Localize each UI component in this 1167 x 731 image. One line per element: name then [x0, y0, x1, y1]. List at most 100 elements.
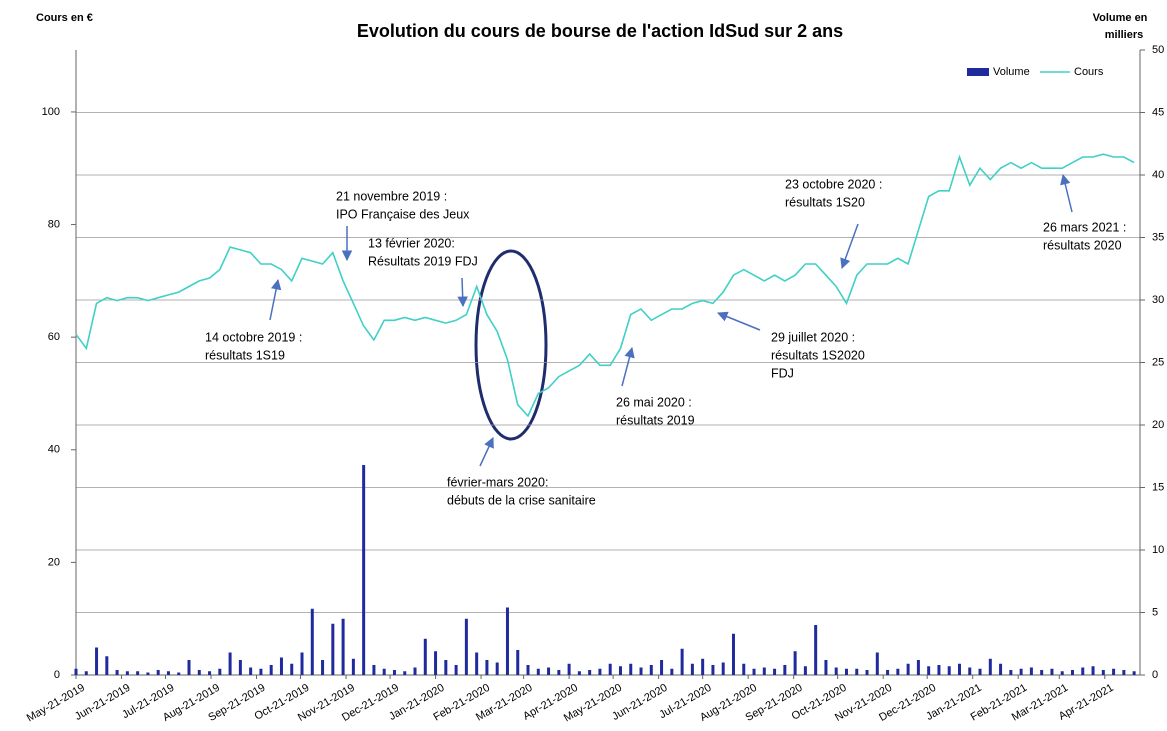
legend-label: Volume [993, 66, 1030, 78]
volume-bar [1029, 667, 1033, 675]
highlight-ellipse [474, 249, 548, 441]
volume-bar [649, 665, 653, 675]
volume-bar [187, 660, 191, 675]
volume-bar [341, 618, 345, 675]
y-tick-label: 80 [48, 218, 60, 230]
chart-title: Evolution du cours de bourse de l'action… [357, 21, 843, 41]
y-tick-label: 40 [48, 444, 60, 456]
annotation: résultats 1S19 [205, 348, 285, 362]
y2-tick-label: 5 [1152, 606, 1158, 618]
volume-bar [968, 667, 972, 675]
volume-bar [680, 648, 684, 675]
volume-bar [454, 665, 458, 675]
volume-bar [269, 665, 273, 675]
y-tick-label: 100 [42, 106, 60, 118]
volume-bar [1009, 670, 1013, 675]
volume-bar [660, 660, 664, 675]
volume-bar [721, 662, 725, 675]
volume-bar [1091, 666, 1095, 675]
annotation-arrow [457, 277, 468, 308]
annotation-arrow [717, 311, 761, 331]
volume-bar [547, 667, 551, 675]
volume-bar [1050, 668, 1054, 675]
volume-bar [577, 671, 581, 675]
annotation: FDJ [771, 366, 794, 380]
volume-bar [557, 670, 561, 675]
volume-bar [937, 665, 941, 675]
volume-bar [166, 671, 170, 675]
volume-bar [567, 663, 571, 675]
volume-bar [526, 665, 530, 675]
volume-bar [413, 667, 417, 675]
annotation: résultats 2019 [616, 413, 695, 427]
volume-bar [742, 663, 746, 675]
volume-bar [608, 663, 612, 675]
volume-bar [762, 667, 766, 675]
volume-bar [978, 668, 982, 675]
volume-bar [629, 663, 633, 675]
volume-bar [464, 618, 468, 675]
annotation: résultats 2020 [1043, 238, 1122, 252]
volume-bar [701, 658, 705, 675]
annotation: 23 octobre 2020 : [785, 177, 882, 191]
annotation: Résultats 2019 FDJ [368, 254, 478, 268]
volume-bar [711, 665, 715, 675]
annotation: 26 mai 2020 : [616, 395, 692, 409]
volume-bar [444, 660, 448, 675]
annotation-arrow [621, 346, 635, 387]
volume-bar [803, 666, 807, 675]
volume-bar [146, 672, 150, 675]
y2-tick-label: 40 [1152, 169, 1164, 181]
volume-bar [362, 465, 366, 675]
annotation: 14 octobre 2019 : [205, 330, 302, 344]
volume-bar [259, 668, 263, 675]
price-line [75, 153, 1135, 418]
volume-bar [197, 670, 201, 675]
volume-bar [731, 633, 735, 675]
volume-bar [1019, 668, 1023, 675]
volume-bar [588, 670, 592, 675]
volume-bar [177, 672, 181, 675]
volume-bar [228, 652, 232, 675]
y-axis-title: Cours en € [36, 12, 93, 24]
annotation: 21 novembre 2019 : [336, 189, 447, 203]
volume-bar [752, 668, 756, 675]
volume-bar [310, 608, 314, 675]
volume-bar [783, 665, 787, 675]
annotation: février-mars 2020: [447, 475, 548, 489]
volume-bar [906, 663, 910, 675]
volume-bar [136, 671, 140, 675]
volume-bar [84, 671, 88, 675]
volume-bar [115, 670, 119, 675]
y-tick-label: 60 [48, 331, 60, 343]
annotation: résultats 1S20 [785, 195, 865, 209]
volume-bar [74, 668, 78, 675]
volume-bar [475, 652, 479, 675]
volume-bar [1132, 671, 1136, 675]
volume-bar [1060, 671, 1064, 675]
annotation-arrow [269, 278, 282, 321]
volume-bar [598, 668, 602, 675]
annotation-arrow [1060, 173, 1073, 213]
volume-bar [639, 667, 643, 675]
volume-bar [988, 658, 992, 675]
volume-bar [403, 671, 407, 675]
volume-bar [927, 666, 931, 675]
volume-bar [495, 662, 499, 675]
volume-bar [814, 625, 818, 675]
volume-bar [95, 647, 99, 675]
volume-bar [844, 668, 848, 675]
volume-bar [392, 670, 396, 675]
y2-tick-label: 0 [1152, 669, 1158, 681]
volume-bar [690, 663, 694, 675]
annotation: IPO Française des Jeux [336, 207, 470, 221]
volume-bar [618, 666, 622, 675]
volume-bar [125, 671, 129, 675]
y-tick-label: 0 [54, 669, 60, 681]
volume-bar [249, 667, 253, 675]
volume-bar [208, 671, 212, 675]
volume-bar [505, 607, 509, 675]
volume-bar [896, 668, 900, 675]
volume-bar [1112, 668, 1116, 675]
volume-bar [670, 668, 674, 675]
